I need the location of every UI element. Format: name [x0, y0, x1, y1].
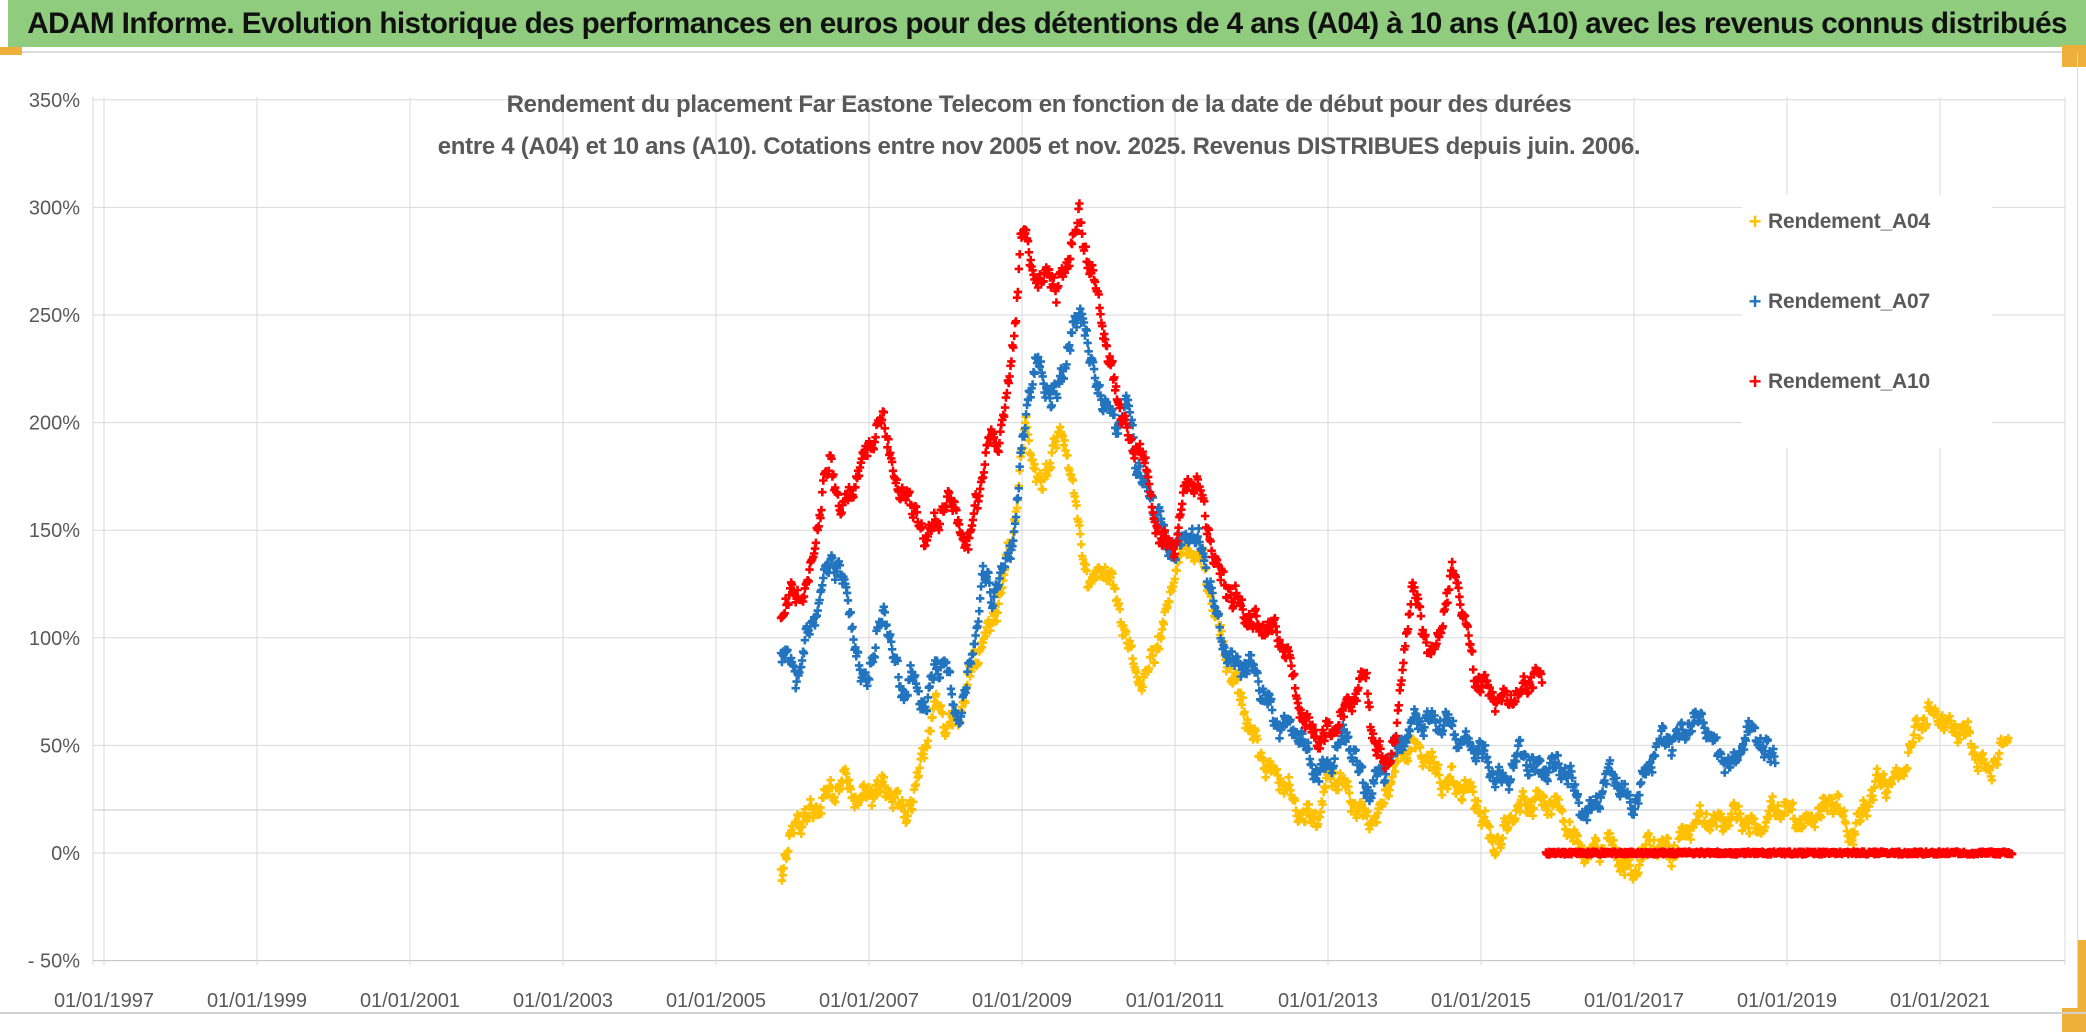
- plus-marker-icon: +: [1748, 369, 1762, 394]
- svg-text:01/01/2001: 01/01/2001: [360, 990, 460, 1012]
- svg-text:01/01/1997: 01/01/1997: [54, 990, 154, 1012]
- chart-title: Rendement du placement Far Eastone Telec…: [398, 84, 1680, 168]
- sheet-right-border: [2077, 53, 2078, 1012]
- svg-text:01/01/2019: 01/01/2019: [1737, 990, 1837, 1012]
- svg-text:01/01/1999: 01/01/1999: [207, 990, 307, 1012]
- sheet-bottom-border: [0, 1012, 2086, 1014]
- legend-item-rendement-a04[interactable]: + Rendement_A04: [1742, 208, 1992, 236]
- header-banner-text: ADAM Informe. Evolution historique des p…: [27, 6, 2067, 40]
- svg-text:01/01/2009: 01/01/2009: [972, 990, 1072, 1012]
- plus-marker-icon: +: [1748, 209, 1762, 234]
- svg-text:0%: 0%: [51, 843, 80, 865]
- svg-text:200%: 200%: [29, 413, 80, 435]
- gold-accent-right-strip: [2078, 940, 2086, 1032]
- svg-text:01/01/2003: 01/01/2003: [513, 990, 613, 1012]
- svg-text:350%: 350%: [29, 90, 80, 112]
- svg-text:250%: 250%: [29, 305, 80, 327]
- svg-text:100%: 100%: [29, 628, 80, 650]
- svg-text:01/01/2015: 01/01/2015: [1431, 990, 1531, 1012]
- svg-text:01/01/2007: 01/01/2007: [819, 990, 919, 1012]
- legend-label: Rendement_A10: [1768, 370, 1930, 393]
- gold-accent-top-right: [2062, 45, 2086, 67]
- legend-item-rendement-a07[interactable]: + Rendement_A07: [1742, 288, 1992, 316]
- gridlines: [92, 97, 2066, 965]
- x-axis-tick-labels: 01/01/1997 01/01/1999 01/01/2001 01/01/2003…: [54, 990, 1990, 1012]
- svg-text:- 50%: - 50%: [28, 951, 80, 973]
- legend-item-rendement-a10[interactable]: + Rendement_A10: [1742, 368, 1992, 396]
- chart-title-line1: Rendement du placement Far Eastone Telec…: [506, 91, 1572, 118]
- header-banner: ADAM Informe. Evolution historique des p…: [8, 0, 2086, 47]
- gold-accent-top-left: [0, 47, 22, 55]
- svg-text:150%: 150%: [29, 520, 80, 542]
- legend-label: Rendement_A04: [1768, 210, 1930, 233]
- svg-text:01/01/2011: 01/01/2011: [1126, 990, 1225, 1012]
- svg-text:300%: 300%: [29, 197, 80, 219]
- svg-text:01/01/2005: 01/01/2005: [666, 990, 766, 1012]
- plus-marker-icon: +: [1748, 289, 1762, 314]
- svg-text:01/01/2013: 01/01/2013: [1278, 990, 1378, 1012]
- series-Rendement_A04[interactable]: [776, 412, 2013, 885]
- chart-legend: + Rendement_A04 + Rendement_A07 + Rendem…: [1742, 195, 1992, 448]
- banner-underline: [0, 51, 2086, 53]
- svg-text:50%: 50%: [40, 735, 80, 757]
- series-Rendement_A07[interactable]: [776, 304, 1780, 825]
- svg-text:01/01/2021: 01/01/2021: [1890, 990, 1990, 1012]
- legend-label: Rendement_A07: [1768, 290, 1930, 313]
- svg-text:01/01/2017: 01/01/2017: [1584, 990, 1684, 1012]
- series-Rendement_A10[interactable]: [776, 199, 2017, 859]
- y-axis-tick-labels: 350% 300% 250% 200% 150% 100% 50% 0% - 50%: [28, 90, 80, 973]
- chart-title-line2: entre 4 (A04) et 10 ans (A10). Cotations…: [437, 133, 1641, 160]
